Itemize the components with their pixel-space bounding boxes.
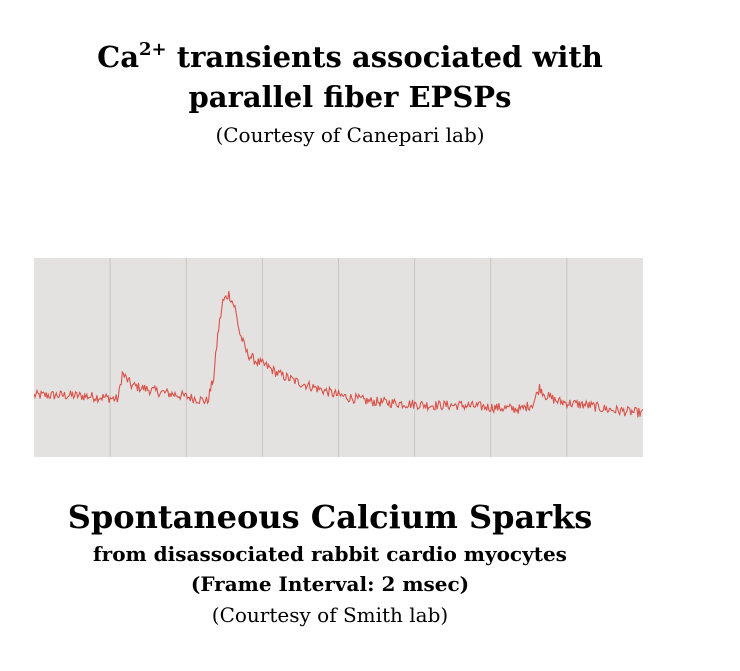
top-title-superscript: 2+ — [138, 39, 167, 60]
top-title-line2: parallel fiber EPSPs — [188, 80, 512, 114]
top-title-rest: transients associated with — [166, 40, 603, 74]
top-title-ca: Ca — [97, 40, 139, 74]
grid-layer — [109, 258, 568, 457]
series-line — [34, 291, 643, 418]
bottom-credit: (Courtesy of Smith lab) — [211, 603, 449, 627]
frame-interval-label: (Frame Interval: 2 msec) — [190, 572, 470, 596]
top-credit: (Courtesy of Canepari lab) — [215, 123, 485, 147]
chart-svg — [34, 258, 643, 457]
bottom-subtitle: from disassociated rabbit cardio myocyte… — [93, 542, 567, 566]
calcium-trace-chart — [34, 258, 643, 457]
top-title-line1: Ca2+ transients associated with — [50, 40, 650, 74]
bottom-title: Spontaneous Calcium Sparks — [67, 498, 593, 536]
